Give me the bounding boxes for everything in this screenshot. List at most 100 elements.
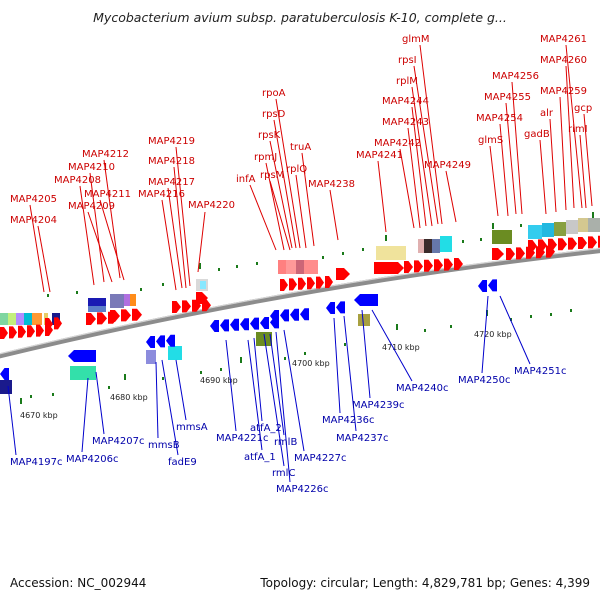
- forward-gene-arrow-20[interactable]: [289, 278, 297, 291]
- gene-label-map4205[interactable]: MAP4205: [10, 194, 57, 205]
- forward-gene-arrow-8[interactable]: [86, 313, 96, 325]
- forward-gene-arrow-30[interactable]: [434, 259, 443, 272]
- forward-gene-arrow-22[interactable]: [307, 277, 315, 290]
- gene-label-map4227c[interactable]: MAP4227c: [294, 453, 346, 464]
- forward-gene-arrow-23[interactable]: [316, 276, 324, 289]
- gene-label-gadb[interactable]: gadB: [524, 129, 550, 140]
- forward-gene-arrow-35[interactable]: [516, 247, 525, 260]
- gene-label-map4219[interactable]: MAP4219: [148, 136, 195, 147]
- reverse-gene-arrow-14[interactable]: [290, 308, 299, 321]
- reverse-gene-arrow-16[interactable]: [326, 302, 335, 314]
- gene-label-glmm[interactable]: glmM: [402, 34, 430, 45]
- gene-label-map4260[interactable]: MAP4260: [540, 55, 587, 66]
- gene-label-map4218[interactable]: MAP4218: [148, 156, 195, 167]
- gene-label-rpsd[interactable]: rpsD: [262, 109, 286, 120]
- gene-label-map4261[interactable]: MAP4261: [540, 34, 587, 45]
- gene-label-map4204[interactable]: MAP4204: [10, 215, 57, 226]
- gene-label-map4216[interactable]: MAP4216: [138, 189, 185, 200]
- gene-label-rmlb[interactable]: rmlB: [274, 437, 297, 448]
- gene-label-map4209[interactable]: MAP4209: [68, 201, 115, 212]
- reverse-gene-arrow-15[interactable]: [300, 308, 309, 321]
- reverse-gene-arrow-18[interactable]: [354, 294, 378, 306]
- gene-label-map4241[interactable]: MAP4241: [356, 150, 403, 161]
- gene-label-map4251c[interactable]: MAP4251c: [514, 366, 566, 377]
- forward-gene-arrow-15[interactable]: [182, 300, 191, 313]
- forward-gene-arrow-32[interactable]: [454, 258, 463, 270]
- forward-gene-arrow-4[interactable]: [36, 324, 44, 337]
- gene-label-trua[interactable]: truA: [290, 142, 311, 153]
- gene-label-gcp[interactable]: gcp: [574, 103, 592, 114]
- gene-label-map4221c[interactable]: MAP4221c: [216, 433, 268, 444]
- forward-gene-arrow-13[interactable]: [132, 308, 142, 321]
- gene-label-rpsi[interactable]: rpsI: [398, 55, 417, 66]
- forward-gene-arrows[interactable]: [0, 235, 600, 339]
- gene-label-map4207c[interactable]: MAP4207c: [92, 436, 144, 447]
- gene-label-map4210[interactable]: MAP4210: [68, 162, 115, 173]
- forward-gene-arrow-19[interactable]: [280, 279, 288, 291]
- forward-gene-arrow-0[interactable]: [0, 327, 8, 339]
- gene-label-rpoa[interactable]: rpoA: [262, 88, 286, 99]
- reverse-gene-arrow-4[interactable]: [166, 334, 175, 347]
- forward-gene-arrow-25[interactable]: [336, 268, 350, 280]
- forward-gene-arrow-11[interactable]: [110, 310, 120, 322]
- forward-gene-arrow-1[interactable]: [9, 326, 17, 339]
- gene-label-mmsa[interactable]: mmsA: [176, 422, 208, 433]
- reverse-gene-arrow-8[interactable]: [240, 318, 249, 331]
- gene-label-map4259[interactable]: MAP4259: [540, 86, 587, 97]
- gene-label-map4244[interactable]: MAP4244: [382, 96, 429, 107]
- forward-gene-arrow-7[interactable]: [54, 317, 62, 330]
- gene-label-alr[interactable]: alr: [540, 108, 554, 119]
- gene-label-map4237c[interactable]: MAP4237c: [336, 433, 388, 444]
- forward-gene-arrow-3[interactable]: [27, 325, 35, 338]
- gene-label-map4211[interactable]: MAP4211: [84, 189, 131, 200]
- gene-label-infa[interactable]: infA: [236, 174, 256, 185]
- gene-label-rimi[interactable]: rimI: [568, 124, 588, 135]
- gene-label-fade9[interactable]: fadE9: [168, 457, 197, 468]
- forward-gene-arrow-9[interactable]: [97, 312, 107, 325]
- forward-gene-arrow-44[interactable]: [578, 237, 587, 249]
- forward-gene-arrow-27[interactable]: [404, 261, 413, 273]
- gene-label-map4236c[interactable]: MAP4236c: [322, 415, 374, 426]
- gene-label-map4217[interactable]: MAP4217: [148, 177, 195, 188]
- gene-label-map4197c[interactable]: MAP4197c: [10, 457, 62, 468]
- gene-label-rpsm[interactable]: rpsM: [260, 170, 284, 181]
- reverse-gene-arrow-1[interactable]: [68, 350, 96, 362]
- gene-label-map4242[interactable]: MAP4242: [374, 138, 421, 149]
- forward-gene-arrow-43[interactable]: [568, 237, 577, 250]
- forward-gene-arrow-29[interactable]: [424, 259, 433, 272]
- reverse-gene-arrow-3[interactable]: [156, 335, 165, 348]
- forward-gene-arrow-34[interactable]: [506, 248, 515, 260]
- forward-gene-arrow-42[interactable]: [558, 238, 567, 251]
- gene-label-glms[interactable]: glmS: [478, 135, 503, 146]
- gene-label-map4212[interactable]: MAP4212: [82, 149, 129, 160]
- gene-label-mmsb[interactable]: mmsB: [148, 440, 180, 451]
- gene-label-rpmj[interactable]: rpmJ: [254, 152, 277, 163]
- reverse-gene-arrow-2[interactable]: [146, 336, 155, 348]
- forward-gene-arrow-33[interactable]: [492, 248, 504, 260]
- reverse-gene-arrow-20[interactable]: [488, 279, 497, 292]
- gene-label-map4243[interactable]: MAP4243: [382, 117, 429, 128]
- reverse-gene-arrow-13[interactable]: [280, 309, 289, 322]
- gene-label-map4240c[interactable]: MAP4240c: [396, 383, 448, 394]
- gene-label-map4249[interactable]: MAP4249: [424, 160, 471, 171]
- gene-label-map4238[interactable]: MAP4238: [308, 179, 355, 190]
- forward-gene-arrow-40[interactable]: [538, 239, 547, 252]
- reverse-gene-arrow-12[interactable]: [270, 310, 279, 322]
- forward-gene-arrow-28[interactable]: [414, 260, 423, 273]
- gene-label-map4250c[interactable]: MAP4250c: [458, 375, 510, 386]
- reverse-gene-arrow-6[interactable]: [220, 319, 229, 332]
- forward-gene-arrow-26[interactable]: [374, 262, 404, 274]
- reverse-gene-arrow-9[interactable]: [250, 317, 259, 330]
- forward-gene-arrow-14[interactable]: [172, 301, 181, 313]
- gene-label-map4226c[interactable]: MAP4226c: [276, 484, 328, 495]
- gene-label-atfa-2[interactable]: atfA_2: [250, 423, 282, 434]
- gene-label-map4206c[interactable]: MAP4206c: [66, 454, 118, 465]
- gene-label-map4239c[interactable]: MAP4239c: [352, 400, 404, 411]
- reverse-gene-arrow-17[interactable]: [336, 301, 345, 314]
- forward-gene-arrow-17[interactable]: [202, 299, 211, 312]
- gene-label-map4208[interactable]: MAP4208: [54, 175, 101, 186]
- gene-label-rmlc[interactable]: rmlC: [272, 468, 295, 479]
- forward-gene-arrow-12[interactable]: [121, 309, 131, 322]
- reverse-gene-arrow-5[interactable]: [210, 320, 219, 332]
